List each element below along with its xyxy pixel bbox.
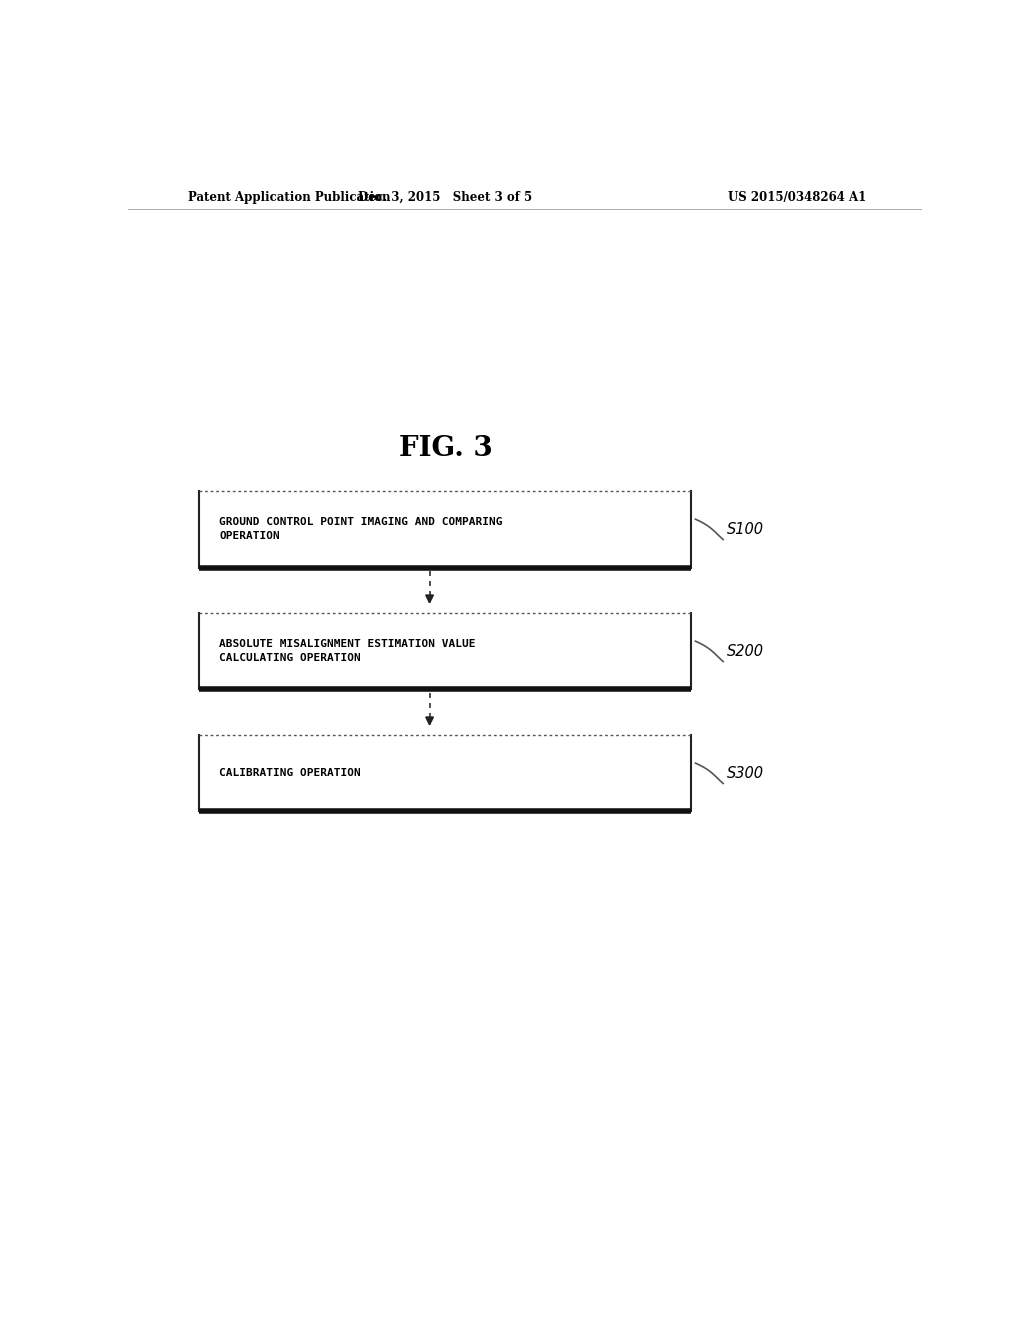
Text: S300: S300 [727,766,764,781]
Bar [200,614,691,689]
Text: US 2015/0348264 A1: US 2015/0348264 A1 [728,190,866,203]
Text: ABSOLUTE MISALIGNMENT ESTIMATION VALUE
CALCULATING OPERATION: ABSOLUTE MISALIGNMENT ESTIMATION VALUE C… [219,639,476,664]
Text: Patent Application Publication: Patent Application Publication [187,190,390,203]
Bar [200,735,691,812]
Bar [200,491,691,568]
Text: CALIBRATING OPERATION: CALIBRATING OPERATION [219,768,361,779]
Text: S200: S200 [727,644,764,659]
Text: Dec. 3, 2015   Sheet 3 of 5: Dec. 3, 2015 Sheet 3 of 5 [358,190,532,203]
Text: FIG. 3: FIG. 3 [398,434,493,462]
Text: S100: S100 [727,521,764,537]
Text: GROUND CONTROL POINT IMAGING AND COMPARING
OPERATION: GROUND CONTROL POINT IMAGING AND COMPARI… [219,517,503,541]
